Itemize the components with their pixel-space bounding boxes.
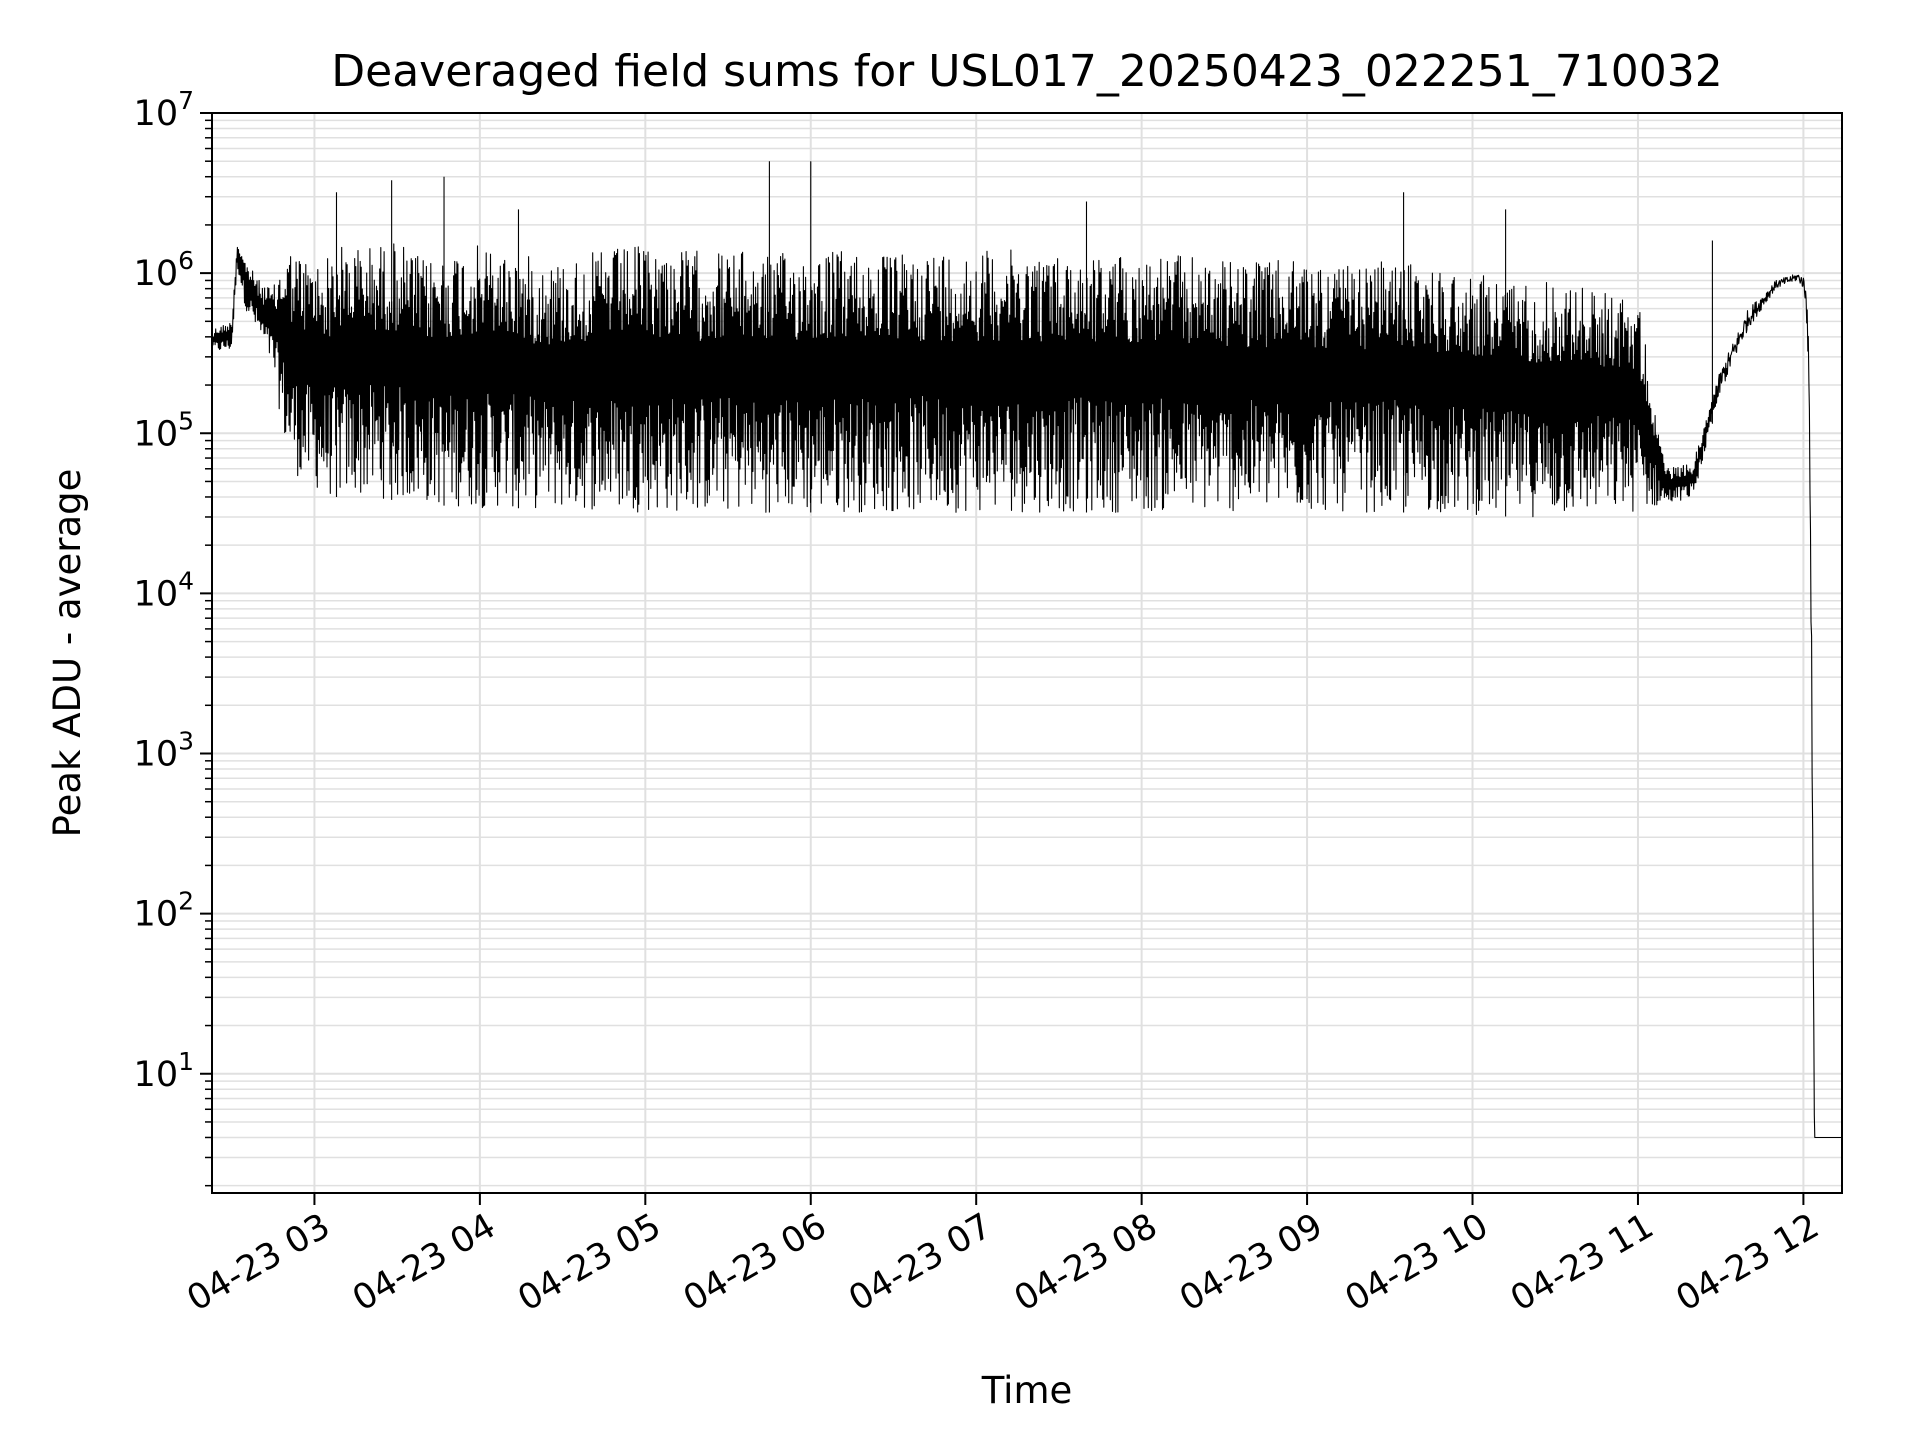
y-axis: 101 102 103 104 105 106 107 (134, 86, 212, 1187)
chart-title: Deaveraged field sums for USL017_2025042… (331, 46, 1723, 97)
y-tick-label: 105 (134, 406, 194, 454)
plot-frame (211, 112, 1843, 1194)
y-tick-label: 103 (134, 727, 194, 775)
x-axis-label: Time (981, 1369, 1073, 1412)
data-line (211, 243, 1843, 1139)
y-axis-label: Peak ADU - average (46, 469, 89, 838)
y-tick-label: 101 (134, 1047, 194, 1095)
y-tick-label: 107 (134, 86, 194, 134)
y-tick-label: 104 (134, 566, 194, 614)
data-area (211, 161, 1843, 1139)
y-tick-label: 106 (134, 246, 194, 294)
y-tick-label: 102 (134, 887, 194, 935)
